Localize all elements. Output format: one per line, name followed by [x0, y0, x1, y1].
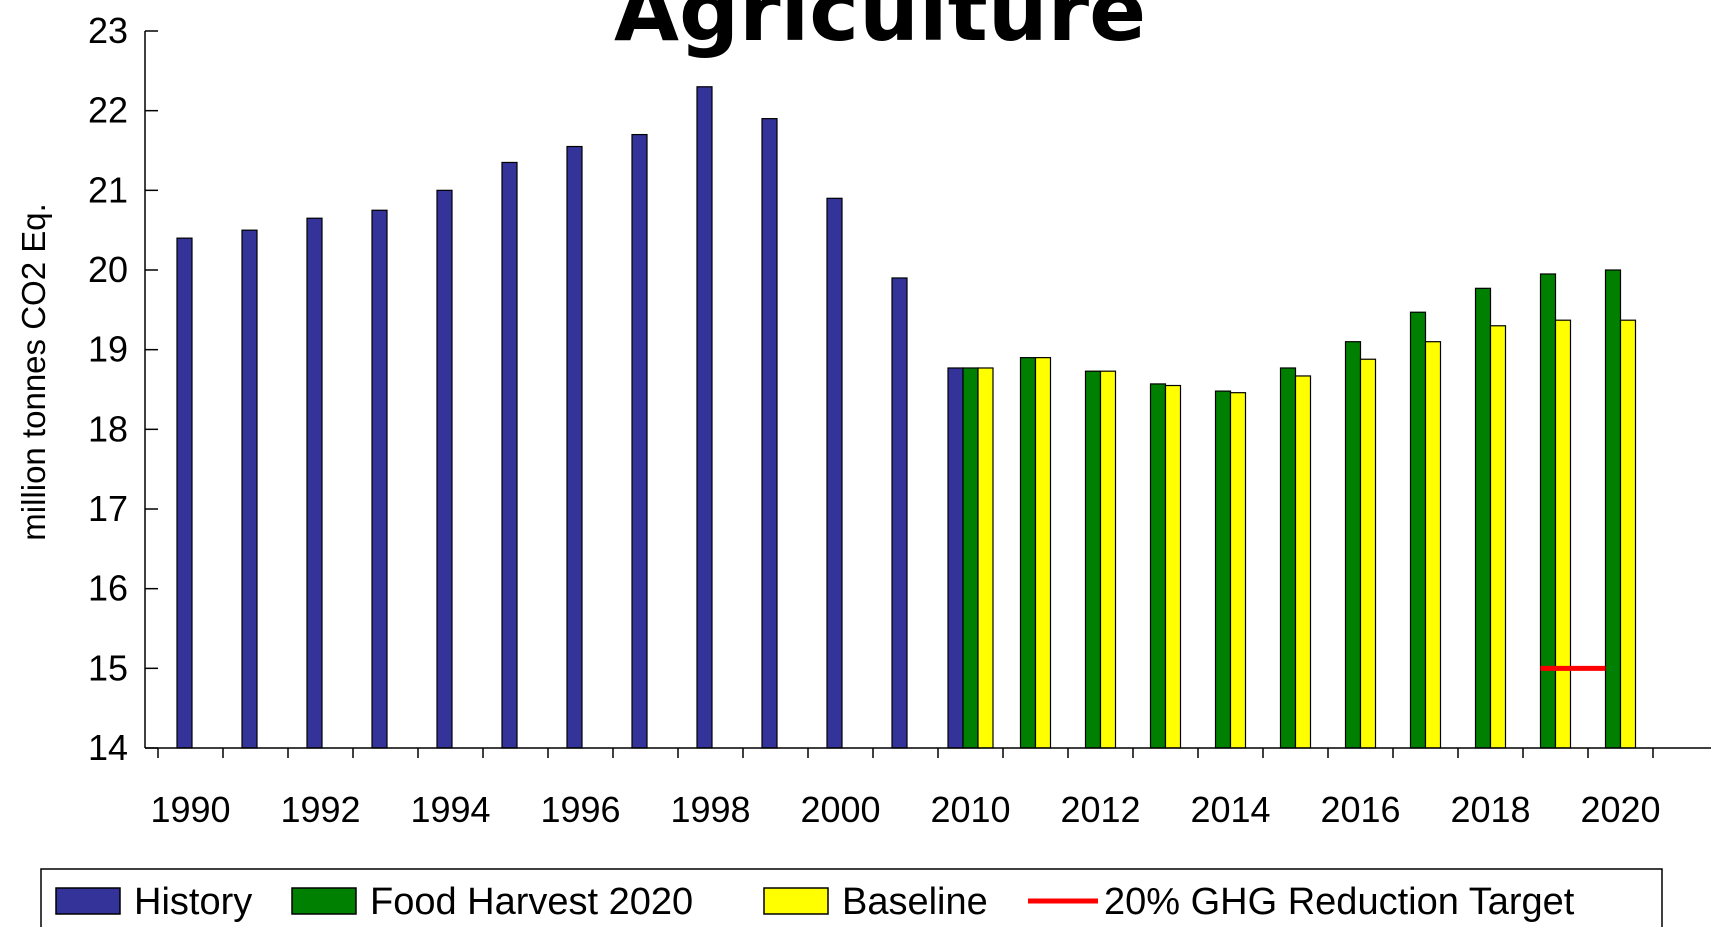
bar-history-1996 [566, 145, 583, 749]
y-tick-label: 14 [88, 727, 128, 768]
y-tick-label: 17 [88, 488, 128, 529]
legend: History Food Harvest 2020 Baseline 20% G… [40, 868, 1663, 927]
bar-food-harvest-2020-2011 [1019, 357, 1037, 749]
y-tick-label: 19 [88, 329, 128, 370]
y-tick-label: 23 [88, 10, 128, 51]
bar-history-1990 [176, 237, 193, 749]
y-axis-label: million tonnes CO2 Eq. [15, 203, 52, 541]
bar-history-2000 [826, 197, 843, 749]
x-tick-label: 1996 [540, 789, 620, 830]
y-axis: 14 15 16 17 18 19 20 21 22 23 [88, 10, 158, 768]
x-tick-label: 2012 [1060, 789, 1140, 830]
y-tick-label: 22 [88, 90, 128, 131]
x-axis: 1990 1992 1994 1996 1998 2000 2010 2012 2014 2016… [150, 748, 1661, 830]
bar-food-harvest-2020-2020 [1604, 269, 1622, 749]
bar-history-2010 [947, 367, 964, 749]
bar-food-harvest-2020-2019 [1539, 273, 1557, 749]
bars [176, 86, 1637, 749]
y-tick-label: 18 [88, 408, 128, 449]
legend-label-target: 20% GHG Reduction Target [1104, 881, 1575, 923]
x-tick-label: 2014 [1190, 789, 1270, 830]
bar-food-harvest-2020-2012 [1084, 370, 1102, 749]
x-tick-label: 1994 [410, 789, 490, 830]
legend-label-baseline: Baseline [842, 881, 988, 923]
y-tick-label: 21 [88, 169, 128, 210]
bar-history-1994 [436, 189, 453, 749]
chart-title: Agriculture [614, 0, 1146, 60]
x-tick-label: 1998 [670, 789, 750, 830]
x-tick-label: 1990 [150, 789, 230, 830]
bar-baseline-2017 [1424, 341, 1442, 749]
bar-baseline-2014 [1229, 392, 1247, 749]
legend-swatch-food-harvest [291, 887, 357, 915]
legend-label-history: History [134, 881, 252, 923]
bar-history-1998 [696, 86, 713, 749]
bar-baseline-2015 [1294, 375, 1312, 749]
bar-food-harvest-2020-2017 [1409, 311, 1427, 749]
bar-baseline-2018 [1489, 325, 1507, 749]
bar-baseline-2016 [1359, 358, 1377, 749]
legend-label-food-harvest: Food Harvest 2020 [370, 881, 693, 923]
x-tick-label: 2010 [930, 789, 1010, 830]
y-tick-label: 16 [88, 568, 128, 609]
legend-swatch-baseline [763, 887, 829, 915]
x-tick-label: 1992 [280, 789, 360, 830]
x-tick-label: 2020 [1580, 789, 1660, 830]
bar-baseline-2012 [1099, 370, 1117, 749]
bar-history-2001 [891, 277, 908, 749]
x-tick-label: 2018 [1450, 789, 1530, 830]
bar-baseline-2010 [977, 367, 994, 749]
y-tick-label: 20 [88, 249, 128, 290]
legend-swatch-history [55, 887, 121, 915]
x-tick-label: 2016 [1320, 789, 1400, 830]
bar-baseline-2019 [1554, 319, 1572, 749]
x-tick-label: 2000 [800, 789, 880, 830]
bar-baseline-2020 [1619, 319, 1637, 749]
bar-baseline-2013 [1164, 384, 1182, 749]
bar-history-1992 [306, 217, 323, 749]
bar-food-harvest-2020-2010 [962, 367, 979, 749]
bar-food-harvest-2020-2018 [1474, 287, 1492, 749]
y-tick-label: 15 [88, 647, 128, 688]
bar-history-1997 [631, 133, 648, 749]
bar-history-1995 [501, 161, 518, 749]
bar-food-harvest-2020-2016 [1344, 341, 1362, 749]
bar-history-1993 [371, 209, 388, 749]
bar-baseline-2011 [1034, 357, 1052, 749]
bar-history-1991 [241, 229, 258, 749]
bar-food-harvest-2020-2014 [1214, 390, 1232, 749]
bar-history-1999 [761, 118, 778, 749]
bar-food-harvest-2020-2015 [1279, 367, 1297, 749]
bar-food-harvest-2020-2013 [1149, 383, 1167, 749]
